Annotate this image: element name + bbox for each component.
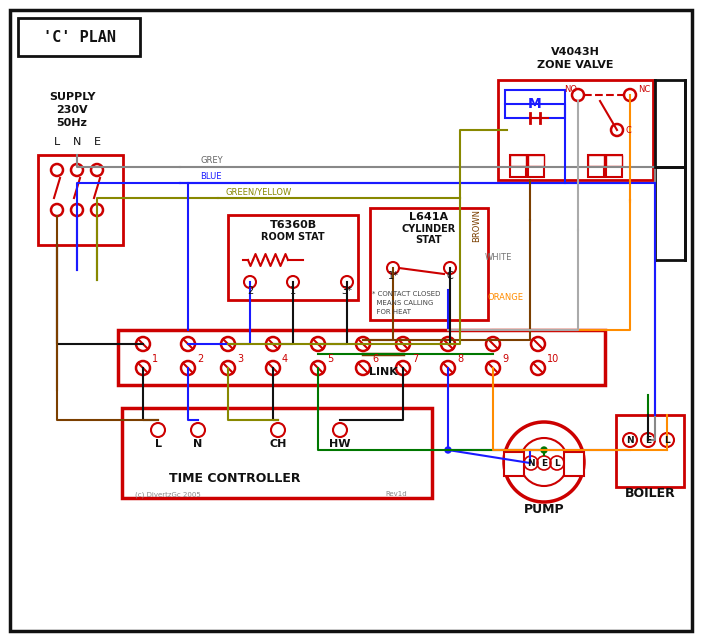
- FancyBboxPatch shape: [564, 452, 584, 476]
- Text: ORANGE: ORANGE: [487, 293, 523, 302]
- Text: GREEN/YELLOW: GREEN/YELLOW: [225, 187, 291, 196]
- Text: N: N: [73, 137, 81, 147]
- FancyBboxPatch shape: [510, 155, 526, 166]
- Text: NO: NO: [564, 85, 577, 94]
- Text: 4: 4: [282, 354, 288, 364]
- Text: ROOM STAT: ROOM STAT: [261, 232, 325, 242]
- FancyBboxPatch shape: [498, 80, 653, 180]
- FancyBboxPatch shape: [38, 155, 123, 245]
- Text: E: E: [541, 458, 547, 467]
- Text: WHITE: WHITE: [485, 253, 512, 262]
- Text: E: E: [93, 137, 100, 147]
- FancyBboxPatch shape: [588, 155, 604, 166]
- FancyBboxPatch shape: [10, 10, 692, 631]
- Text: 5: 5: [327, 354, 333, 364]
- Text: FOR HEAT: FOR HEAT: [372, 309, 411, 315]
- Text: HW: HW: [329, 439, 351, 449]
- Text: LINK: LINK: [369, 367, 397, 377]
- Text: N: N: [626, 435, 634, 444]
- Text: 9: 9: [502, 354, 508, 364]
- Text: PUMP: PUMP: [524, 503, 564, 516]
- Text: 7: 7: [412, 354, 418, 364]
- Text: L641A: L641A: [409, 212, 449, 222]
- FancyBboxPatch shape: [528, 155, 544, 166]
- Text: ZONE VALVE: ZONE VALVE: [537, 60, 614, 70]
- Text: M: M: [528, 97, 542, 111]
- Text: T6360B: T6360B: [270, 220, 317, 230]
- FancyBboxPatch shape: [505, 90, 565, 118]
- Text: 1*: 1*: [388, 271, 399, 281]
- Text: 3*: 3*: [342, 286, 352, 296]
- Text: GREY: GREY: [200, 156, 223, 165]
- Circle shape: [541, 447, 547, 453]
- Text: BOILER: BOILER: [625, 487, 675, 500]
- Text: L: L: [554, 458, 560, 467]
- Text: NC: NC: [638, 85, 650, 94]
- Text: TIME CONTROLLER: TIME CONTROLLER: [169, 472, 300, 485]
- Text: BLUE: BLUE: [200, 172, 222, 181]
- Text: 2: 2: [197, 354, 204, 364]
- Text: C: C: [625, 126, 631, 135]
- Text: 8: 8: [457, 354, 463, 364]
- FancyBboxPatch shape: [118, 330, 605, 385]
- Text: Rev1d: Rev1d: [385, 491, 406, 497]
- Circle shape: [445, 447, 451, 453]
- Text: 50Hz: 50Hz: [57, 118, 88, 128]
- Text: STAT: STAT: [416, 235, 442, 245]
- Text: CYLINDER: CYLINDER: [402, 224, 456, 234]
- Text: C: C: [446, 271, 453, 281]
- Text: MEANS CALLING: MEANS CALLING: [372, 300, 433, 306]
- FancyBboxPatch shape: [370, 208, 488, 320]
- Text: SUPPLY: SUPPLY: [48, 92, 95, 102]
- Text: L: L: [664, 435, 670, 444]
- Text: BROWN: BROWN: [472, 209, 481, 242]
- Text: 3: 3: [237, 354, 243, 364]
- Text: * CONTACT CLOSED: * CONTACT CLOSED: [372, 291, 440, 297]
- Text: 10: 10: [547, 354, 559, 364]
- FancyBboxPatch shape: [510, 155, 526, 177]
- FancyBboxPatch shape: [606, 155, 622, 177]
- FancyBboxPatch shape: [504, 452, 524, 476]
- FancyBboxPatch shape: [606, 155, 622, 166]
- Text: L: L: [154, 439, 161, 449]
- FancyBboxPatch shape: [588, 155, 604, 177]
- Text: L: L: [54, 137, 60, 147]
- FancyBboxPatch shape: [616, 415, 684, 487]
- Text: (c) DivertzGc 2005: (c) DivertzGc 2005: [135, 491, 201, 497]
- FancyBboxPatch shape: [228, 215, 358, 300]
- Text: 1: 1: [290, 286, 296, 296]
- Text: CH: CH: [270, 439, 286, 449]
- FancyBboxPatch shape: [528, 155, 544, 177]
- Text: E: E: [645, 435, 651, 444]
- Text: V4043H: V4043H: [550, 47, 600, 57]
- Text: 6: 6: [372, 354, 378, 364]
- FancyBboxPatch shape: [122, 408, 432, 498]
- Text: N: N: [527, 458, 535, 467]
- Text: 2: 2: [247, 286, 253, 296]
- Text: 230V: 230V: [56, 105, 88, 115]
- FancyBboxPatch shape: [18, 18, 140, 56]
- Text: 'C' PLAN: 'C' PLAN: [43, 29, 116, 44]
- Text: 1: 1: [152, 354, 158, 364]
- Text: N: N: [193, 439, 203, 449]
